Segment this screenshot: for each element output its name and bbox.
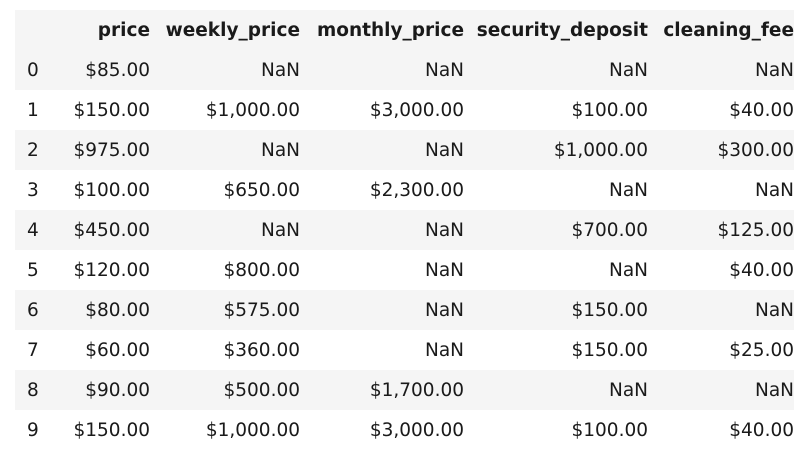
cell-cleaning-fee: $25.00 [729, 339, 794, 361]
cell-monthly-price: $3,000.00 [369, 419, 464, 441]
table-body: 0 $85.00 NaN NaN NaN NaN 1 $150.00 $1,000.00 $3,0… [15, 50, 794, 450]
cell-cleaning-fee: NaN [754, 299, 794, 321]
cell-weekly-price: $575.00 [223, 299, 300, 321]
cell-monthly-price: NaN [424, 299, 464, 321]
table-row: 2 $975.00 NaN NaN $1,000.00 $300.00 [15, 130, 794, 170]
cell-cleaning-fee: $125.00 [717, 219, 794, 241]
cell-monthly-price: NaN [424, 339, 464, 361]
cell-cleaning-fee: NaN [754, 59, 794, 81]
row-index: 1 [27, 99, 39, 121]
cell-monthly-price: NaN [424, 139, 464, 161]
cell-security-deposit: NaN [608, 179, 648, 201]
cell-cleaning-fee: $40.00 [729, 419, 794, 441]
row-index: 6 [27, 299, 39, 321]
cell-price: $120.00 [73, 259, 150, 281]
cell-price: $80.00 [85, 299, 150, 321]
column-header-cleaning-fee: cleaning_fee [648, 10, 794, 50]
cell-monthly-price: NaN [424, 59, 464, 81]
table-row: 3 $100.00 $650.00 $2,300.00 NaN NaN [15, 170, 794, 210]
row-index: 3 [27, 179, 39, 201]
cell-weekly-price: NaN [260, 219, 300, 241]
table-row: 7 $60.00 $360.00 NaN $150.00 $25.00 [15, 330, 794, 370]
cell-monthly-price: NaN [424, 219, 464, 241]
cell-price: $100.00 [73, 179, 150, 201]
row-index: 9 [27, 419, 39, 441]
row-index: 0 [27, 59, 39, 81]
cell-weekly-price: $500.00 [223, 379, 300, 401]
table-row: 9 $150.00 $1,000.00 $3,000.00 $100.00 $40.00 [15, 410, 794, 450]
cell-price: $450.00 [73, 219, 150, 241]
column-header-monthly-price: monthly_price [300, 10, 464, 50]
cell-weekly-price: $800.00 [223, 259, 300, 281]
cell-cleaning-fee: $40.00 [729, 259, 794, 281]
dataframe-output: price weekly_price monthly_price securit… [15, 10, 794, 450]
row-index: 8 [27, 379, 39, 401]
cell-weekly-price: $1,000.00 [205, 419, 300, 441]
table-row: 1 $150.00 $1,000.00 $3,000.00 $100.00 $40.00 [15, 90, 794, 130]
cell-weekly-price: NaN [260, 59, 300, 81]
table-row: 0 $85.00 NaN NaN NaN NaN [15, 50, 794, 90]
cell-price: $150.00 [73, 419, 150, 441]
dataframe-table: price weekly_price monthly_price securit… [15, 10, 794, 450]
cell-security-deposit: $150.00 [571, 339, 648, 361]
row-index: 4 [27, 219, 39, 241]
cell-weekly-price: $650.00 [223, 179, 300, 201]
cell-monthly-price: $2,300.00 [369, 179, 464, 201]
column-header-security-deposit: security_deposit [464, 10, 648, 50]
cell-monthly-price: $3,000.00 [369, 99, 464, 121]
cell-security-deposit: $1,000.00 [553, 139, 648, 161]
cell-security-deposit: NaN [608, 259, 648, 281]
cell-price: $85.00 [85, 59, 150, 81]
cell-security-deposit: $100.00 [571, 99, 648, 121]
row-index: 5 [27, 259, 39, 281]
table-row: 6 $80.00 $575.00 NaN $150.00 NaN [15, 290, 794, 330]
cell-price: $90.00 [85, 379, 150, 401]
cell-price: $60.00 [85, 339, 150, 361]
cell-monthly-price: $1,700.00 [369, 379, 464, 401]
cell-security-deposit: NaN [608, 59, 648, 81]
index-header [15, 10, 65, 50]
cell-cleaning-fee: $300.00 [717, 139, 794, 161]
row-index: 7 [27, 339, 39, 361]
cell-weekly-price: $1,000.00 [205, 99, 300, 121]
cell-cleaning-fee: $40.00 [729, 99, 794, 121]
header-row: price weekly_price monthly_price securit… [15, 10, 794, 50]
cell-price: $150.00 [73, 99, 150, 121]
cell-weekly-price: $360.00 [223, 339, 300, 361]
column-header-price: price [65, 10, 150, 50]
cell-security-deposit: $700.00 [571, 219, 648, 241]
cell-security-deposit: NaN [608, 379, 648, 401]
table-row: 8 $90.00 $500.00 $1,700.00 NaN NaN [15, 370, 794, 410]
cell-security-deposit: $150.00 [571, 299, 648, 321]
cell-cleaning-fee: NaN [754, 379, 794, 401]
cell-cleaning-fee: NaN [754, 179, 794, 201]
column-header-weekly-price: weekly_price [150, 10, 300, 50]
row-index: 2 [27, 139, 39, 161]
table-row: 4 $450.00 NaN NaN $700.00 $125.00 [15, 210, 794, 250]
cell-price: $975.00 [73, 139, 150, 161]
cell-weekly-price: NaN [260, 139, 300, 161]
cell-monthly-price: NaN [424, 259, 464, 281]
cell-security-deposit: $100.00 [571, 419, 648, 441]
table-row: 5 $120.00 $800.00 NaN NaN $40.00 [15, 250, 794, 290]
